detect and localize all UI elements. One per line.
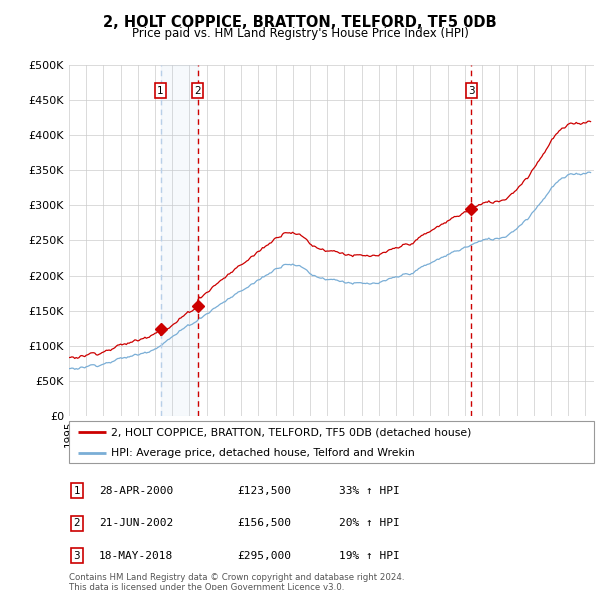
Text: 18-MAY-2018: 18-MAY-2018	[99, 551, 173, 560]
Text: 2: 2	[194, 86, 201, 96]
Text: 1: 1	[157, 86, 164, 96]
Text: 1: 1	[73, 486, 80, 496]
Text: 3: 3	[73, 551, 80, 560]
Text: HPI: Average price, detached house, Telford and Wrekin: HPI: Average price, detached house, Telf…	[111, 448, 415, 457]
Text: £156,500: £156,500	[237, 519, 291, 528]
Text: £123,500: £123,500	[237, 486, 291, 496]
Text: Contains HM Land Registry data © Crown copyright and database right 2024.: Contains HM Land Registry data © Crown c…	[69, 573, 404, 582]
FancyBboxPatch shape	[69, 421, 594, 463]
Text: 2, HOLT COPPICE, BRATTON, TELFORD, TF5 0DB (detached house): 2, HOLT COPPICE, BRATTON, TELFORD, TF5 0…	[111, 427, 472, 437]
Text: 21-JUN-2002: 21-JUN-2002	[99, 519, 173, 528]
Text: 3: 3	[468, 86, 475, 96]
Text: 2: 2	[73, 519, 80, 528]
Text: Price paid vs. HM Land Registry's House Price Index (HPI): Price paid vs. HM Land Registry's House …	[131, 27, 469, 40]
Text: 33% ↑ HPI: 33% ↑ HPI	[339, 486, 400, 496]
Text: 2, HOLT COPPICE, BRATTON, TELFORD, TF5 0DB: 2, HOLT COPPICE, BRATTON, TELFORD, TF5 0…	[103, 15, 497, 30]
Bar	[161, 65, 197, 416]
Text: This data is licensed under the Open Government Licence v3.0.: This data is licensed under the Open Gov…	[69, 583, 344, 590]
Text: 19% ↑ HPI: 19% ↑ HPI	[339, 551, 400, 560]
Text: 28-APR-2000: 28-APR-2000	[99, 486, 173, 496]
Text: £295,000: £295,000	[237, 551, 291, 560]
Text: 20% ↑ HPI: 20% ↑ HPI	[339, 519, 400, 528]
